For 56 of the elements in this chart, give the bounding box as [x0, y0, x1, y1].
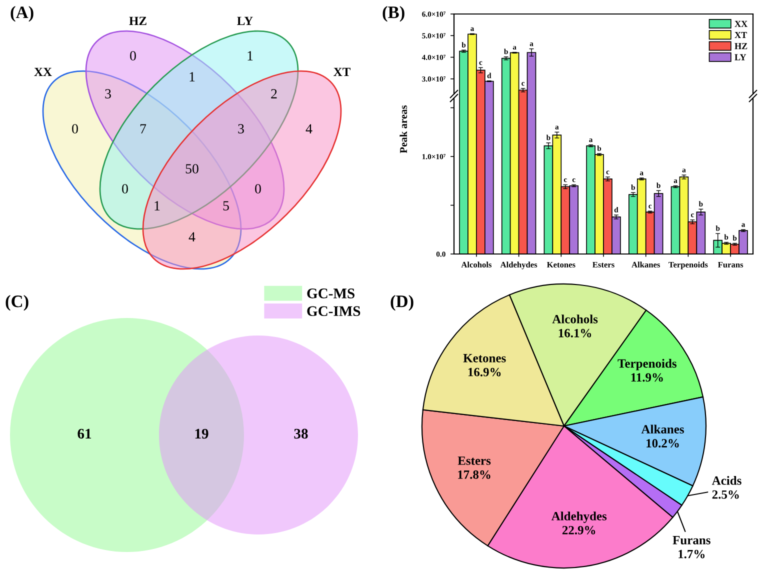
data-label: 16.9%: [468, 368, 501, 376]
slice-label: Aldehydes: [551, 512, 607, 523]
data-label: 1.7%: [678, 550, 705, 558]
slice-label: Esters: [458, 456, 491, 465]
text: 0: [122, 184, 128, 194]
text: 2: [271, 89, 277, 98]
text: (A): [10, 6, 34, 22]
text: 1: [154, 201, 160, 210]
y-axis-title: Peak areas: [400, 105, 408, 154]
text: LY: [237, 16, 253, 26]
text: 4: [188, 232, 196, 242]
slice-label: Ketones: [463, 354, 506, 362]
slice-label: Alcohols: [552, 314, 598, 324]
text: XT: [334, 68, 350, 76]
x-tick-label: Esters: [592, 262, 614, 268]
data-label: 2.5%: [712, 490, 739, 499]
text: 38: [294, 428, 308, 439]
text: 0: [130, 51, 136, 60]
slice-label: Furans: [672, 536, 710, 544]
text: 0: [255, 184, 261, 194]
text: 5: [223, 201, 229, 210]
text: XX: [34, 68, 52, 76]
slice-label: Acids: [712, 476, 742, 485]
x-tick-label: Terpenoids: [668, 262, 708, 270]
x-tick-label: Alkanes: [632, 262, 660, 268]
legend-label: GC-MS: [307, 288, 354, 298]
text: 3: [105, 89, 111, 98]
x-tick-label: Alcohols: [461, 262, 492, 268]
text: 0: [72, 124, 78, 134]
legend-label: GC-IMS: [307, 306, 360, 316]
x-tick-label: Aldehydes: [500, 262, 538, 270]
data-label: 16.1%: [558, 328, 592, 338]
legend-label: HZ: [734, 43, 748, 50]
data-label: 17.8%: [458, 470, 490, 479]
legend-label: LY: [734, 54, 746, 60]
slice-label: Terpenoids: [618, 358, 676, 370]
text: 50: [186, 164, 198, 174]
text: 61: [78, 428, 92, 439]
chart-title: (B): [382, 6, 404, 22]
slice-label: Alkanes: [641, 424, 684, 434]
legend-label: XT: [734, 32, 747, 38]
text: 19: [195, 428, 208, 439]
legend-label: XX: [734, 20, 748, 27]
text: (D): [390, 295, 414, 311]
data-label: 10.2%: [646, 439, 679, 448]
text: 4: [306, 124, 312, 134]
text: (C): [6, 295, 28, 311]
data-label: 22.9%: [562, 526, 596, 534]
data-label: 11.9%: [631, 373, 663, 382]
x-tick-label: Furans: [718, 262, 744, 268]
text: 7: [140, 124, 146, 134]
text: 1: [248, 51, 253, 60]
text: HZ: [129, 16, 146, 26]
text: 3: [238, 124, 244, 134]
text: 1: [190, 72, 195, 82]
x-tick-label: Ketones: [546, 262, 576, 268]
